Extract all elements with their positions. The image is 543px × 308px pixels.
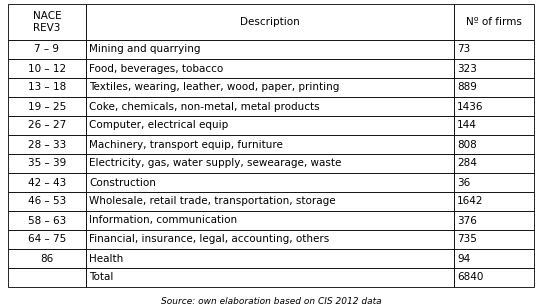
Text: 376: 376 bbox=[457, 216, 477, 225]
Bar bbox=[86, 230, 454, 249]
Bar bbox=[86, 59, 454, 78]
Bar bbox=[454, 154, 534, 173]
Text: Food, beverages, tobacco: Food, beverages, tobacco bbox=[89, 63, 223, 74]
Bar bbox=[86, 78, 454, 97]
Bar bbox=[454, 135, 534, 154]
Bar bbox=[8, 40, 86, 59]
Text: Computer, electrical equip: Computer, electrical equip bbox=[89, 120, 228, 131]
Bar bbox=[86, 268, 454, 287]
Text: 7 – 9: 7 – 9 bbox=[35, 44, 60, 55]
Text: Financial, insurance, legal, accounting, others: Financial, insurance, legal, accounting,… bbox=[89, 234, 329, 245]
Text: 36: 36 bbox=[457, 177, 470, 188]
Bar bbox=[454, 268, 534, 287]
Text: 35 – 39: 35 – 39 bbox=[28, 159, 66, 168]
Text: 42 – 43: 42 – 43 bbox=[28, 177, 66, 188]
Text: Electricity, gas, water supply, sewearage, waste: Electricity, gas, water supply, sewearag… bbox=[89, 159, 342, 168]
Text: 13 – 18: 13 – 18 bbox=[28, 83, 66, 92]
Bar bbox=[86, 249, 454, 268]
Bar bbox=[8, 230, 86, 249]
Bar bbox=[86, 116, 454, 135]
Text: Source: own elaboration based on CIS 2012 data: Source: own elaboration based on CIS 201… bbox=[161, 298, 382, 306]
Bar bbox=[8, 211, 86, 230]
Text: Machinery, transport equip, furniture: Machinery, transport equip, furniture bbox=[89, 140, 283, 149]
Text: 735: 735 bbox=[457, 234, 477, 245]
Text: 73: 73 bbox=[457, 44, 470, 55]
Bar bbox=[8, 173, 86, 192]
Text: NACE
REV3: NACE REV3 bbox=[33, 11, 61, 33]
Text: 284: 284 bbox=[457, 159, 477, 168]
Bar bbox=[86, 4, 454, 40]
Text: 808: 808 bbox=[457, 140, 477, 149]
Text: Nº of firms: Nº of firms bbox=[466, 17, 522, 27]
Bar bbox=[454, 211, 534, 230]
Bar bbox=[454, 59, 534, 78]
Text: 64 – 75: 64 – 75 bbox=[28, 234, 66, 245]
Bar bbox=[8, 4, 86, 40]
Bar bbox=[454, 97, 534, 116]
Bar bbox=[454, 173, 534, 192]
Bar bbox=[454, 192, 534, 211]
Text: 1436: 1436 bbox=[457, 102, 483, 111]
Bar bbox=[8, 192, 86, 211]
Text: Health: Health bbox=[89, 253, 123, 264]
Bar bbox=[454, 230, 534, 249]
Text: 46 – 53: 46 – 53 bbox=[28, 197, 66, 206]
Text: 889: 889 bbox=[457, 83, 477, 92]
Bar bbox=[8, 154, 86, 173]
Text: 19 – 25: 19 – 25 bbox=[28, 102, 66, 111]
Bar bbox=[454, 4, 534, 40]
Bar bbox=[86, 192, 454, 211]
Text: 323: 323 bbox=[457, 63, 477, 74]
Text: 28 – 33: 28 – 33 bbox=[28, 140, 66, 149]
Bar bbox=[454, 116, 534, 135]
Bar bbox=[86, 154, 454, 173]
Bar bbox=[8, 268, 86, 287]
Text: 10 – 12: 10 – 12 bbox=[28, 63, 66, 74]
Bar bbox=[454, 78, 534, 97]
Bar bbox=[8, 59, 86, 78]
Text: Total: Total bbox=[89, 273, 113, 282]
Text: Description: Description bbox=[240, 17, 300, 27]
Text: Construction: Construction bbox=[89, 177, 156, 188]
Bar bbox=[454, 249, 534, 268]
Bar bbox=[8, 249, 86, 268]
Text: Coke, chemicals, non-metal, metal products: Coke, chemicals, non-metal, metal produc… bbox=[89, 102, 320, 111]
Text: Wholesale, retail trade, transportation, storage: Wholesale, retail trade, transportation,… bbox=[89, 197, 336, 206]
Text: Textiles, wearing, leather, wood, paper, printing: Textiles, wearing, leather, wood, paper,… bbox=[89, 83, 339, 92]
Bar bbox=[86, 40, 454, 59]
Text: 26 – 27: 26 – 27 bbox=[28, 120, 66, 131]
Text: Information, communication: Information, communication bbox=[89, 216, 237, 225]
Text: 6840: 6840 bbox=[457, 273, 483, 282]
Bar bbox=[86, 211, 454, 230]
Bar bbox=[86, 135, 454, 154]
Bar bbox=[8, 116, 86, 135]
Text: 144: 144 bbox=[457, 120, 477, 131]
Bar bbox=[86, 97, 454, 116]
Text: 94: 94 bbox=[457, 253, 470, 264]
Bar bbox=[8, 78, 86, 97]
Bar bbox=[8, 135, 86, 154]
Bar bbox=[454, 40, 534, 59]
Text: 1642: 1642 bbox=[457, 197, 483, 206]
Text: Mining and quarrying: Mining and quarrying bbox=[89, 44, 200, 55]
Text: 58 – 63: 58 – 63 bbox=[28, 216, 66, 225]
Bar bbox=[8, 97, 86, 116]
Bar bbox=[86, 173, 454, 192]
Text: 86: 86 bbox=[40, 253, 54, 264]
